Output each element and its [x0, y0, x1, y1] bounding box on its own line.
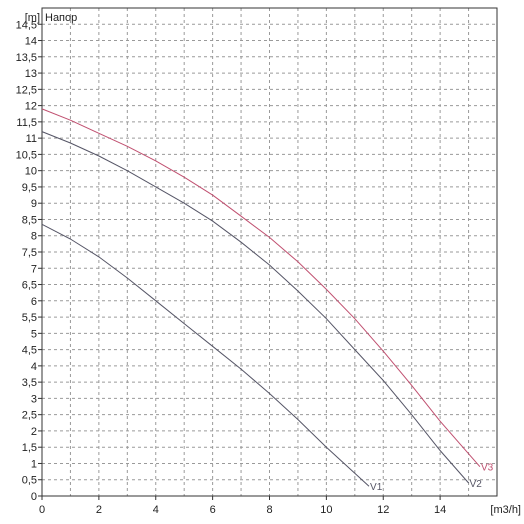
- y-tick-label: 3: [31, 393, 37, 405]
- y-tick-label: 0,5: [22, 475, 37, 487]
- x-tick-label: 8: [266, 504, 272, 516]
- x-tick-label: 14: [434, 504, 446, 516]
- chart-title: Напор: [45, 12, 77, 24]
- y-tick-label: 11,5: [16, 117, 37, 129]
- y-tick-label: 9: [31, 198, 37, 210]
- x-tick-label: 4: [153, 504, 159, 516]
- y-tick-label: 12: [25, 101, 37, 113]
- y-tick-label: 1,5: [22, 442, 37, 454]
- y-tick-label: 7,5: [22, 247, 37, 259]
- series-line-v3: [41, 108, 481, 468]
- y-tick-label: 6,5: [22, 280, 37, 292]
- series-line-v2: [41, 131, 469, 484]
- y-tick-label: 3,5: [22, 377, 37, 389]
- series-label-v1: V1: [370, 482, 383, 493]
- y-tick-label: 7: [31, 263, 37, 275]
- y-tick-label: 1: [31, 458, 37, 470]
- x-tick-label: 6: [210, 504, 216, 516]
- y-tick-label: 14: [25, 36, 37, 48]
- grid: [42, 8, 497, 496]
- y-tick-label: 12,5: [16, 84, 37, 96]
- x-tick-label: 12: [377, 504, 389, 516]
- y-tick-label: 10: [25, 166, 37, 178]
- x-tick-label: 0: [39, 504, 45, 516]
- y-tick-label: 14,5: [16, 19, 37, 31]
- y-tick-label: 5,5: [22, 312, 37, 324]
- y-tick-label: 8,5: [22, 214, 37, 226]
- series-lines: V1 V2 V3: [41, 108, 494, 493]
- series-label-v3: V3: [481, 463, 494, 474]
- y-tick-label: 13: [25, 68, 37, 80]
- y-tick-label: 13,5: [16, 52, 37, 64]
- series-label-v2: V2: [470, 479, 483, 490]
- y-tick-label: 6: [31, 296, 37, 308]
- y-tick-label: 4: [31, 361, 37, 373]
- y-axis-label: [m]: [25, 12, 40, 24]
- y-tick-label: 2,5: [22, 410, 37, 422]
- x-tick-label: 2: [96, 504, 102, 516]
- y-tick-label: 5: [31, 328, 37, 340]
- y-tick-label: 4,5: [22, 345, 37, 357]
- y-tick-label: 10,5: [16, 149, 37, 161]
- x-tick-label: 10: [320, 504, 332, 516]
- y-tick-label: 8: [31, 231, 37, 243]
- y-tick-label: 9,5: [22, 182, 37, 194]
- y-tick-label: 11: [26, 133, 37, 145]
- x-axis-label: [m3/h]: [490, 504, 521, 516]
- y-tick-label: 0: [31, 491, 37, 503]
- series-line-v1: [41, 223, 370, 487]
- y-tick-label: 2: [31, 426, 37, 438]
- axis-ticks: 00,511,522,533,544,555,566,577,588,599,5…: [16, 19, 447, 516]
